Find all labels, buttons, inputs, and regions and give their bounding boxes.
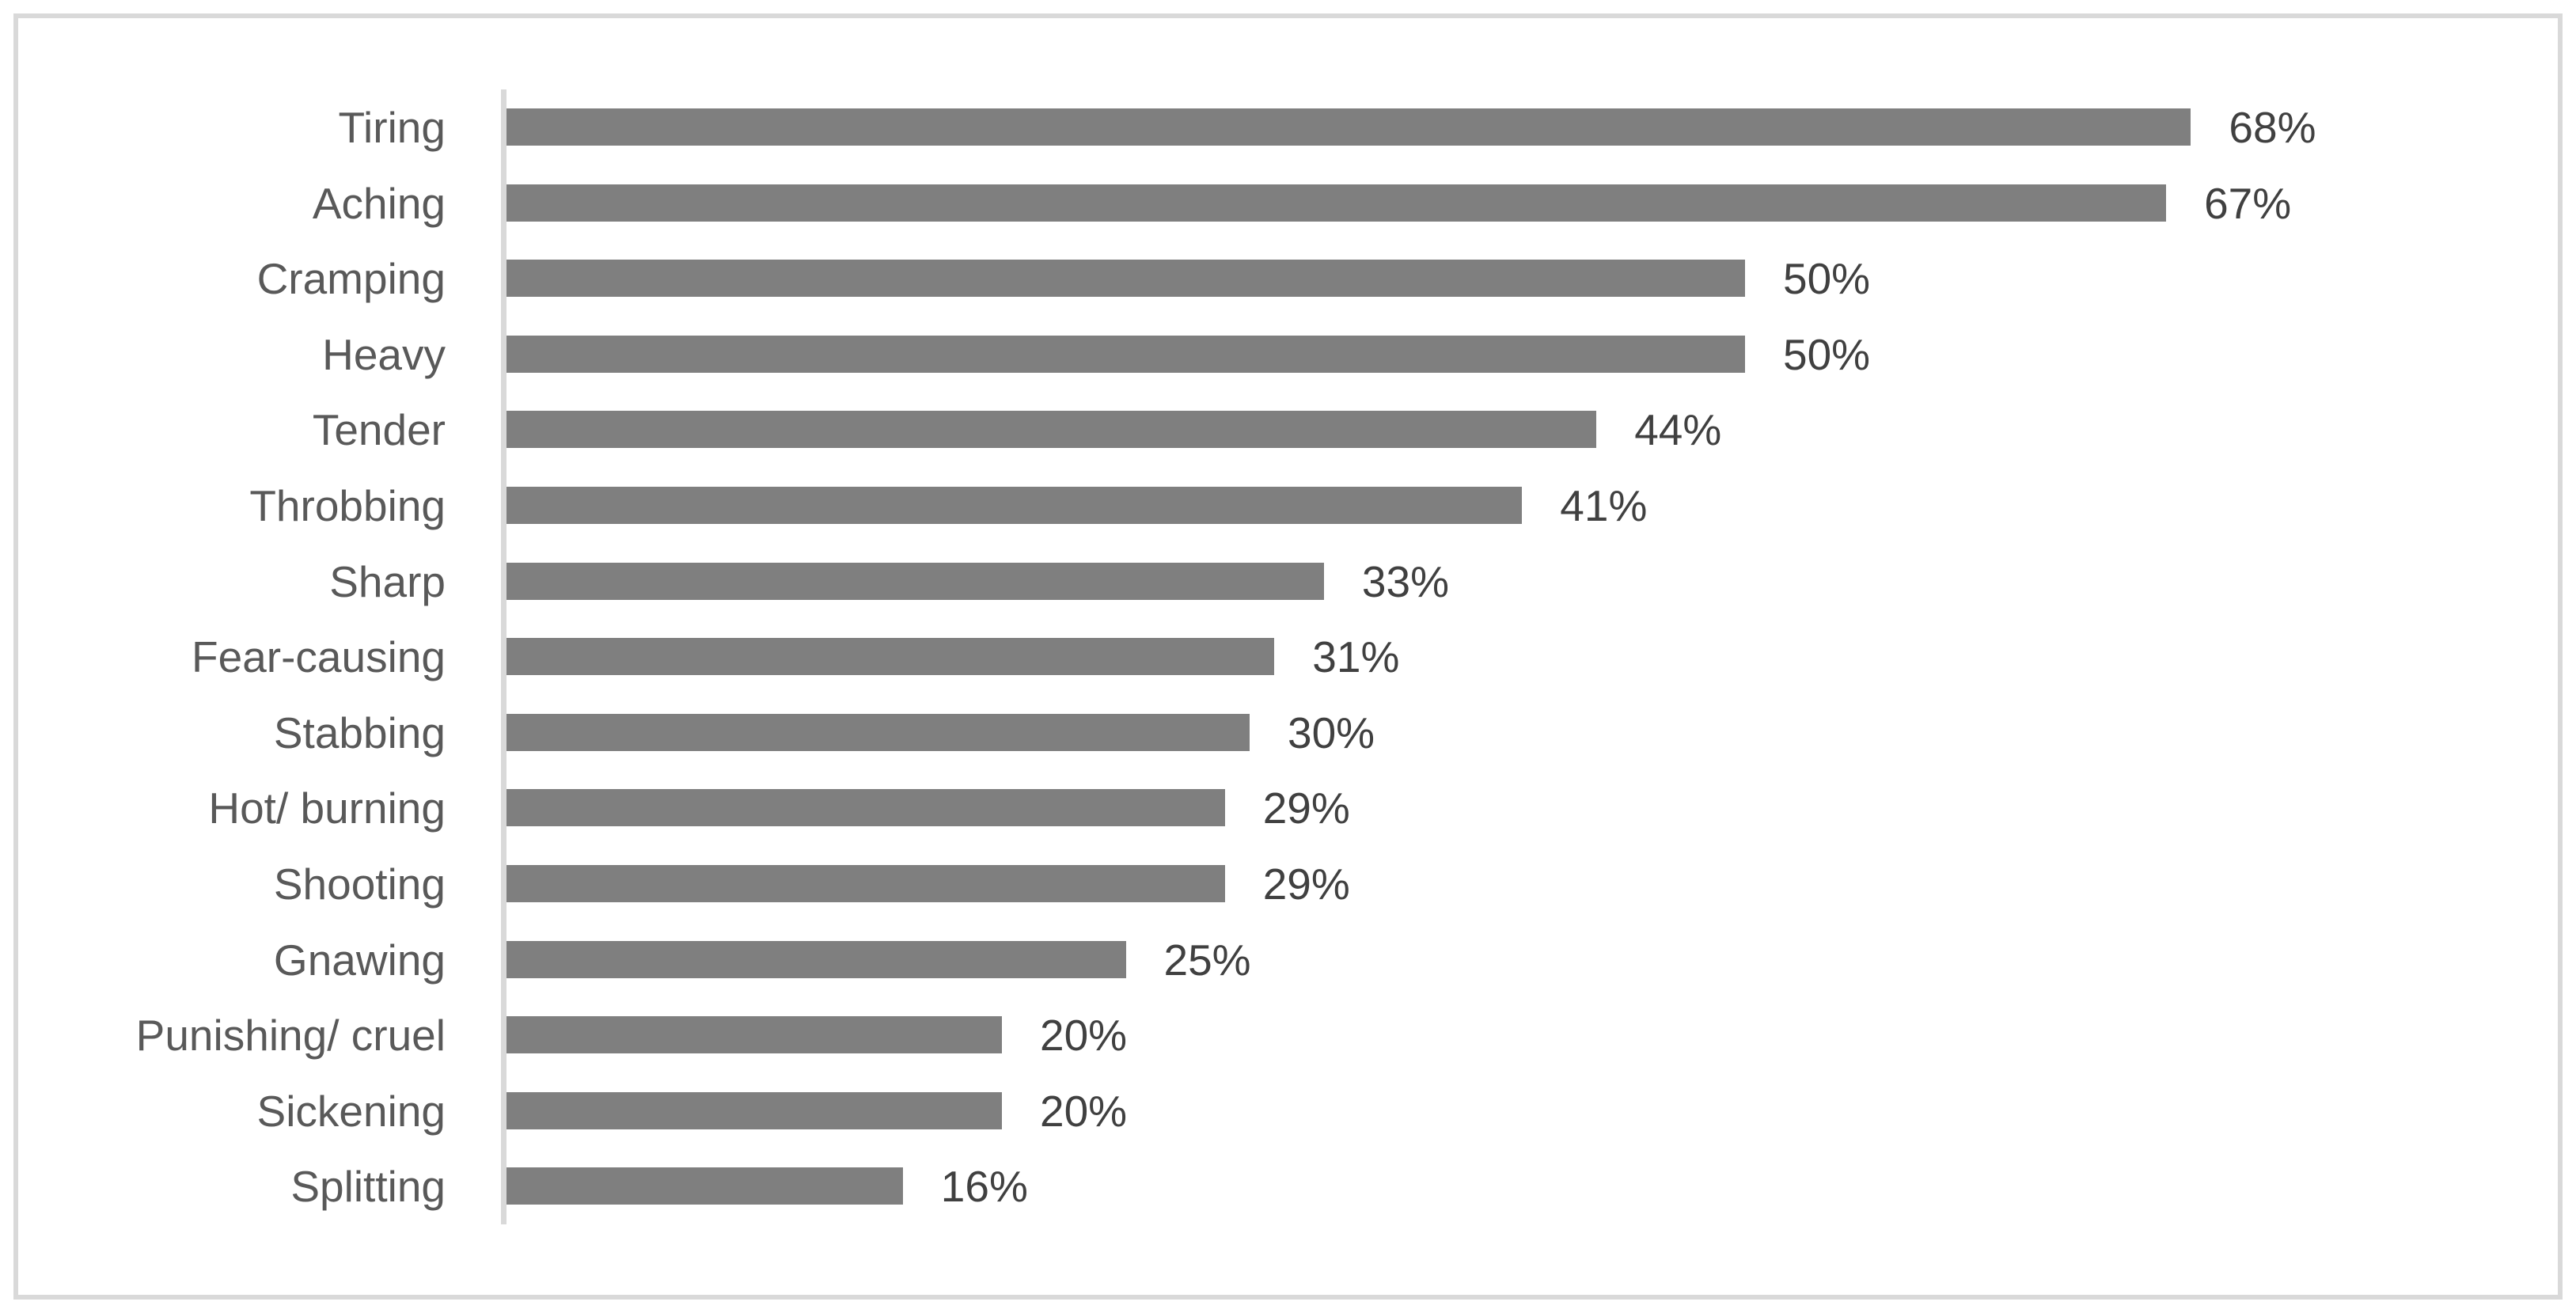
bar-row: Splitting 16% (0, 1148, 2576, 1224)
bar (506, 1016, 1002, 1054)
category-label: Throbbing (249, 481, 446, 530)
bar-row: Cramping 50% (0, 241, 2576, 317)
category-label: Splitting (290, 1162, 446, 1212)
category-label: Sickening (256, 1086, 446, 1136)
category-label: Shooting (273, 860, 446, 909)
bar-row: Heavy 50% (0, 317, 2576, 393)
value-label: 50% (1783, 254, 1871, 304)
category-label: Cramping (256, 254, 446, 304)
value-label: 29% (1262, 784, 1350, 833)
value-label: 30% (1288, 708, 1375, 757)
bar-row: Sharp 33% (0, 544, 2576, 620)
bar-row: Fear-causing 31% (0, 619, 2576, 695)
bar (506, 260, 1745, 298)
value-label: 41% (1560, 481, 1648, 530)
value-label: 20% (1040, 1011, 1128, 1061)
category-label: Heavy (322, 329, 446, 379)
category-label: Stabbing (273, 708, 446, 757)
bar (506, 638, 1275, 676)
value-label: 67% (2204, 178, 2292, 228)
category-label: Gnawing (273, 935, 446, 985)
value-label: 29% (1262, 860, 1350, 909)
bar-row: Tiring 68% (0, 89, 2576, 165)
value-label: 16% (940, 1162, 1028, 1212)
bar (506, 865, 1225, 902)
category-label: Aching (312, 178, 446, 228)
y-axis-line (501, 89, 506, 1224)
bar (506, 487, 1523, 524)
category-label: Sharp (329, 556, 446, 606)
value-label: 68% (2229, 103, 2316, 152)
category-label: Tender (312, 405, 446, 455)
bar-row: Sickening 20% (0, 1073, 2576, 1149)
bar (506, 411, 1597, 449)
bar-row: Hot/ burning 29% (0, 770, 2576, 846)
value-label: 44% (1634, 405, 1722, 455)
bar-row: Punishing/ cruel 20% (0, 997, 2576, 1073)
bar-row: Aching 67% (0, 165, 2576, 241)
chart-frame-border (13, 13, 2563, 1300)
category-label: Hot/ burning (208, 784, 446, 833)
bar (506, 940, 1126, 978)
bar (506, 562, 1324, 600)
bar-row: Shooting 29% (0, 846, 2576, 922)
value-label: 33% (1361, 556, 1449, 606)
bar (506, 1091, 1002, 1129)
bar-row: Stabbing 30% (0, 695, 2576, 771)
category-label: Punishing/ cruel (135, 1011, 446, 1061)
bar (506, 713, 1250, 751)
category-label: Fear-causing (192, 632, 446, 682)
bar-row: Tender 44% (0, 392, 2576, 468)
bar-row: Gnawing 25% (0, 922, 2576, 998)
value-label: 25% (1163, 935, 1251, 985)
bar (506, 108, 2191, 146)
value-label: 20% (1040, 1086, 1128, 1136)
bar (506, 335, 1745, 373)
category-label: Tiring (338, 103, 446, 152)
bar (506, 1167, 903, 1205)
value-label: 31% (1312, 632, 1400, 682)
bar (506, 184, 2167, 222)
bar-row: Throbbing 41% (0, 468, 2576, 544)
value-label: 50% (1783, 329, 1871, 379)
bar (506, 789, 1225, 827)
